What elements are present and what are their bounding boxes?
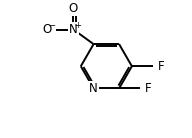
Text: F: F (157, 60, 164, 73)
Text: N: N (69, 23, 78, 36)
Text: F: F (145, 82, 151, 95)
Text: O: O (43, 23, 52, 36)
Text: −: − (49, 21, 56, 30)
Text: O: O (69, 2, 78, 15)
Text: +: + (74, 21, 81, 30)
Text: N: N (89, 82, 98, 95)
